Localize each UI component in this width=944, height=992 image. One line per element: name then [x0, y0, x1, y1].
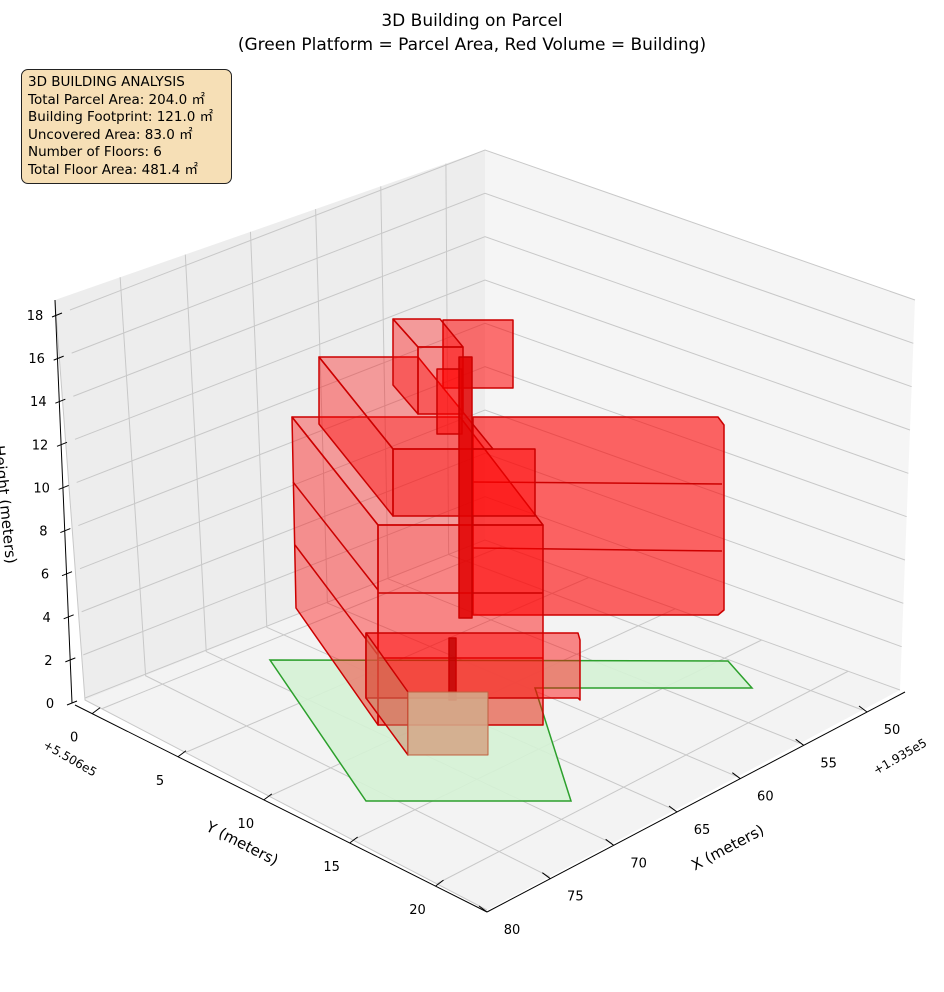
floor-line	[292, 481, 379, 591]
chart-title: 3D Building on Parcel	[381, 11, 562, 31]
x-axis-line	[486, 691, 906, 913]
building-volume	[291, 318, 725, 756]
grid-lines	[54, 149, 916, 911]
y-tick-label: 0	[70, 731, 78, 746]
x-tick-label: 60	[757, 790, 774, 805]
z-tick	[60, 528, 71, 534]
z-tick-label: 4	[43, 611, 51, 626]
y-tick-label: 20	[409, 903, 426, 918]
y-axis-line	[74, 704, 488, 913]
z-tick-label: 6	[41, 568, 49, 583]
z-tick	[63, 614, 74, 620]
z-tick	[53, 355, 64, 361]
z-tick-label: 8	[39, 525, 47, 540]
x-grid-line	[315, 209, 738, 778]
y-tick-label: 10	[238, 817, 255, 832]
y-tick	[91, 707, 101, 715]
building-face	[448, 637, 457, 701]
x-tick	[605, 838, 614, 846]
infobox-line: Uncovered Area: 83.0 ㎡	[28, 126, 193, 143]
x-grid-line	[445, 163, 863, 711]
infobox-line: Number of Floors: 6	[28, 144, 162, 160]
x-tick	[478, 905, 488, 913]
x-tick-label: 65	[694, 823, 711, 838]
tick-marks	[51, 312, 868, 913]
x-grid-line	[119, 277, 550, 878]
x-tick	[795, 738, 804, 746]
x-tick-label: 75	[567, 890, 584, 905]
z-tick-label: 10	[33, 481, 50, 496]
building-pillar	[458, 356, 473, 619]
z-grid-line	[73, 236, 912, 397]
y-tick	[349, 836, 358, 844]
chart-subtitle: (Green Platform = Parcel Area, Red Volum…	[238, 35, 706, 55]
y-tick-label: 15	[323, 860, 340, 875]
infobox-line: Total Floor Area: 481.4 ㎡	[28, 161, 199, 178]
floor-line	[294, 544, 379, 656]
x-tick	[732, 772, 741, 780]
z-tick-label: 16	[28, 352, 45, 367]
infobox-title: 3D BUILDING ANALYSIS	[28, 74, 185, 90]
z-axis-label: Height (meters)	[0, 444, 20, 564]
analysis-infobox: 3D BUILDING ANALYSIS Total Parcel Area: …	[21, 69, 232, 184]
x-tick-label: 80	[504, 923, 521, 938]
x-tick-label: 55	[820, 756, 837, 771]
x-tick-label: 50	[884, 723, 901, 738]
x-tick	[668, 805, 678, 813]
z-tick	[66, 700, 78, 706]
floor-line	[472, 547, 723, 552]
building-base	[407, 691, 489, 756]
z-tick-label: 2	[44, 654, 52, 669]
z-tick	[56, 441, 68, 447]
y-tick	[263, 793, 273, 801]
z-tick	[51, 312, 63, 318]
y-tick	[435, 879, 444, 887]
z-tick	[58, 484, 69, 490]
z-tick-label: 12	[32, 438, 49, 453]
y-tick-label: 5	[156, 774, 164, 789]
z-grid-line	[71, 192, 914, 354]
z-tick-label: 14	[30, 395, 47, 410]
y-grid-line	[101, 545, 503, 710]
z-tick	[55, 398, 66, 404]
z-tick	[65, 657, 76, 663]
z-axis-line	[54, 299, 73, 704]
z-grid-line	[69, 149, 916, 311]
y-grid-line	[436, 670, 849, 885]
z-tick	[61, 571, 73, 577]
infobox-line: Total Parcel Area: 204.0 ㎡	[28, 91, 205, 108]
y-tick	[177, 750, 187, 758]
x-offset-label: +1.935e5	[871, 736, 929, 778]
z-grid-line	[74, 279, 911, 440]
x-tick	[858, 705, 868, 713]
infobox-line: Building Footprint: 121.0 ㎡	[28, 109, 214, 125]
z-tick-label: 0	[46, 697, 54, 712]
z-tick-label: 18	[27, 309, 44, 324]
floor-line	[472, 481, 723, 485]
x-tick-label: 70	[630, 856, 647, 871]
x-tick	[542, 872, 551, 880]
z-grid-line	[79, 409, 906, 570]
